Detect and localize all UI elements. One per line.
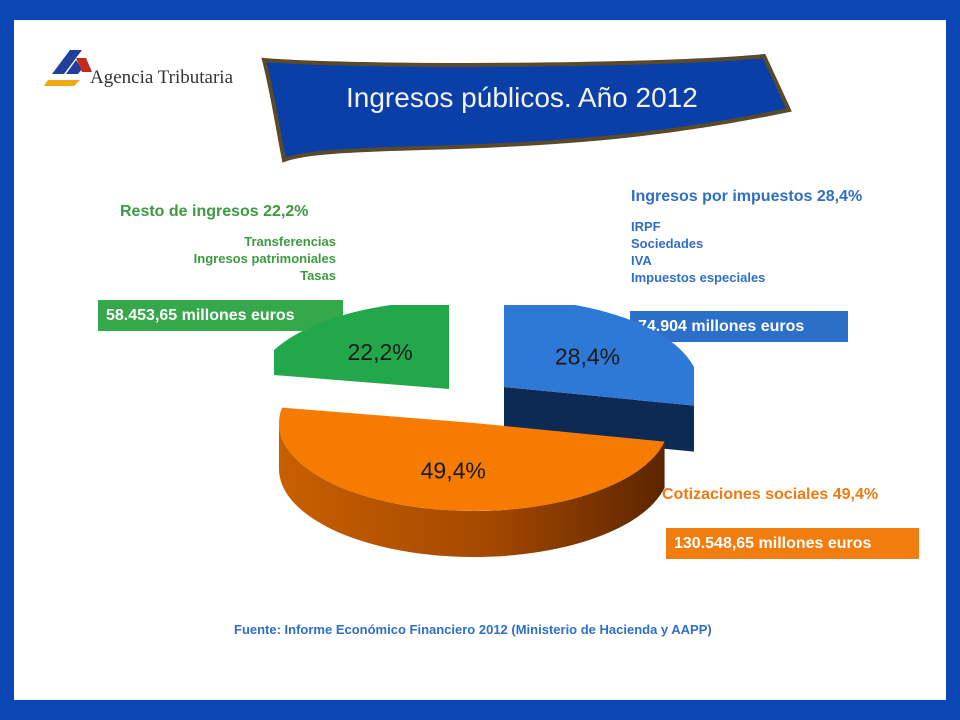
slice-cotizaciones [278, 407, 665, 512]
slice-impuestos [504, 305, 694, 406]
resto-title: Resto de ingresos 22,2% [120, 203, 309, 220]
impuestos-item: Sociedades [631, 236, 704, 251]
slice-resto-label: 22,2% [348, 339, 413, 365]
slide: Agencia Tributaria Ingresos públicos. Añ… [14, 20, 946, 700]
slice-resto [274, 305, 449, 389]
agencia-tributaria-logo [44, 50, 92, 86]
impuestos-amount: 74.904 millones euros [630, 311, 848, 342]
page-title: Ingresos públicos. Año 2012 [346, 82, 698, 113]
impuestos-items: IRPF Sociedades IVA Impuestos especiales [631, 218, 765, 286]
logo-text: Agencia Tributaria [90, 67, 234, 88]
resto-item: Transferencias [244, 234, 336, 249]
slice-impuestos-label: 28,4% [555, 344, 620, 370]
slice-cotizaciones-side [279, 423, 665, 557]
cotizaciones-title: Cotizaciones sociales 49,4% [662, 486, 879, 503]
source-note: Fuente: Informe Económico Financiero 201… [234, 622, 712, 637]
pie-chart: 28,4% 49,4% 22,2% [274, 305, 694, 557]
impuestos-title: Ingresos por impuestos 28,4% [631, 188, 863, 205]
cotizaciones-amount: 130.548,65 millones euros [666, 528, 919, 559]
resto-items: Transferencias Ingresos patrimoniales Ta… [164, 233, 336, 284]
resto-item: Ingresos patrimoniales [193, 251, 336, 266]
resto-item: Tasas [300, 268, 336, 283]
resto-amount: 58.453,65 millones euros [98, 300, 343, 331]
title-banner [261, 53, 792, 163]
impuestos-item: IRPF [631, 219, 661, 234]
impuestos-item: Impuestos especiales [631, 270, 766, 285]
slice-cotizaciones-label: 49,4% [421, 457, 486, 483]
impuestos-item: IVA [631, 253, 652, 268]
